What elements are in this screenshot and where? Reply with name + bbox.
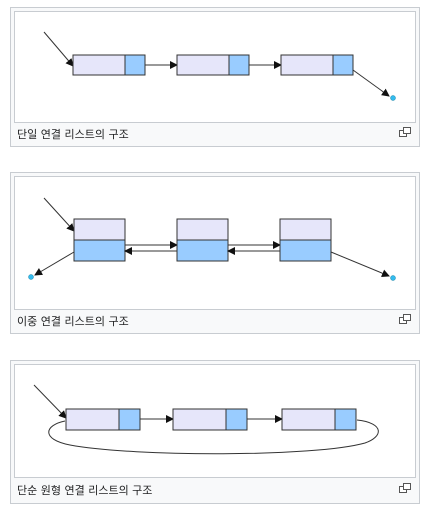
head-pointer-arrow — [43, 197, 75, 232]
magnify-clip-icon[interactable] — [399, 483, 411, 493]
diagram-frame — [14, 11, 416, 123]
magnify-clip-icon[interactable] — [399, 314, 411, 324]
figure-singly-linked-list: 단일 연결 리스트의 구조 — [10, 7, 420, 147]
circular-return-pointer — [48, 419, 379, 455]
null-terminator-dot — [390, 95, 396, 101]
list-node — [172, 408, 248, 431]
diagram-frame — [14, 176, 416, 310]
figure-caption: 단일 연결 리스트의 구조 — [17, 128, 129, 141]
list-node — [65, 408, 141, 431]
figure-caption: 이중 연결 리스트의 구조 — [17, 315, 129, 328]
null-pointer-arrow — [330, 251, 390, 278]
list-node — [281, 408, 357, 431]
null-terminator-dot — [390, 275, 396, 281]
magnify-clip-icon[interactable] — [399, 127, 411, 137]
null-pointer-arrow — [352, 69, 390, 97]
singly-linked-list-diagram — [43, 31, 396, 101]
list-node — [73, 218, 126, 262]
list-node — [72, 54, 146, 76]
null-terminator-dot — [28, 274, 34, 280]
head-pointer-arrow — [43, 31, 74, 67]
figure-circular-linked-list: 단순 원형 연결 리스트의 구조 — [10, 360, 420, 504]
prev-null-pointer-arrow — [34, 251, 75, 276]
figure-doubly-linked-list: 이중 연결 리스트의 구조 — [10, 172, 420, 334]
list-node — [176, 218, 229, 262]
doubly-linked-list-diagram — [28, 197, 396, 281]
list-node — [280, 54, 354, 76]
diagram-frame — [14, 364, 416, 478]
list-node — [279, 218, 332, 262]
figure-caption: 단순 원형 연결 리스트의 구조 — [17, 484, 153, 497]
list-node — [176, 54, 250, 76]
head-pointer-arrow — [33, 384, 67, 419]
circular-linked-list-diagram — [33, 384, 379, 455]
